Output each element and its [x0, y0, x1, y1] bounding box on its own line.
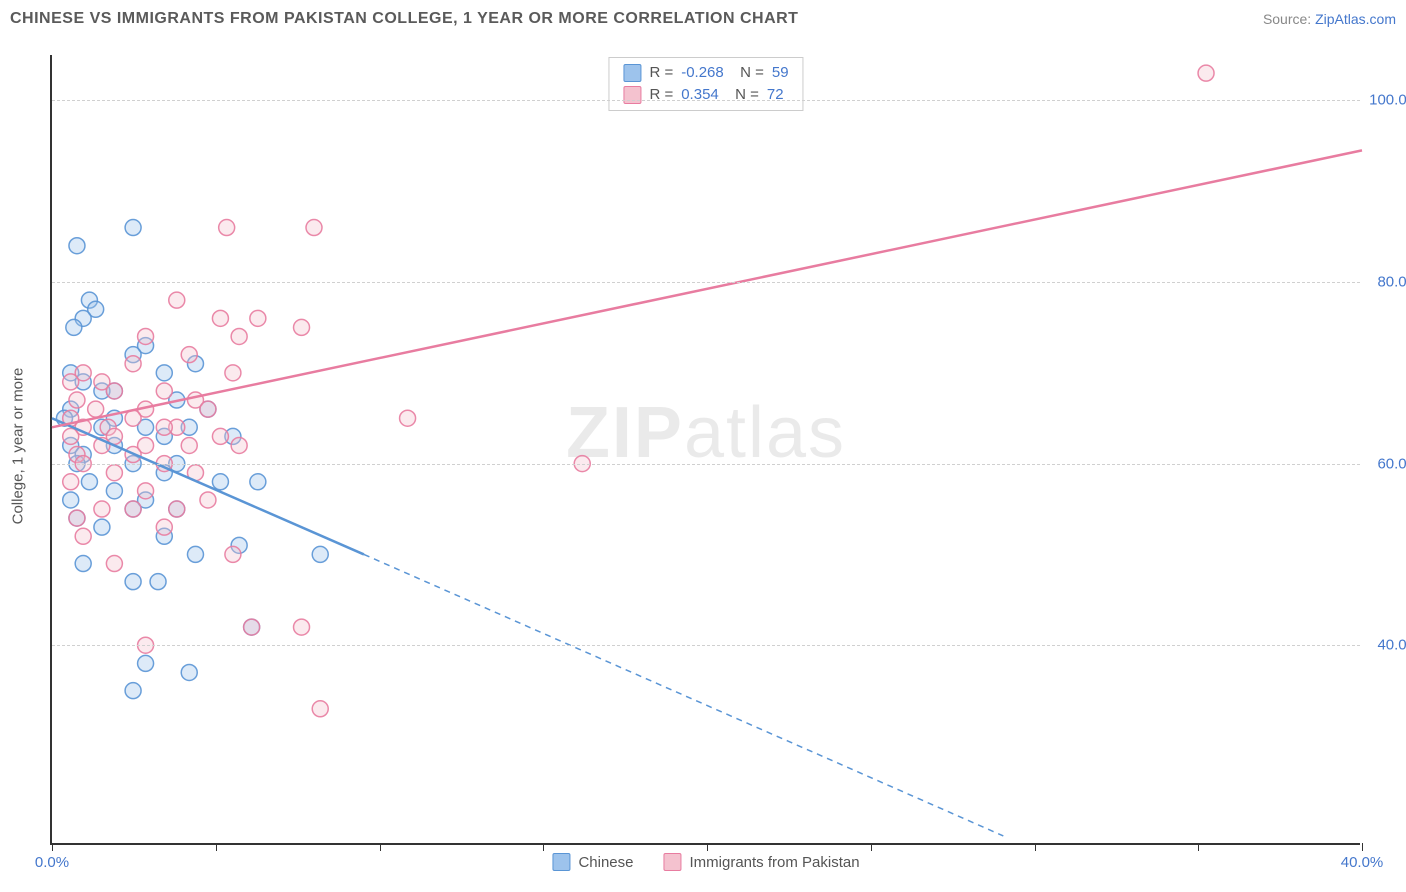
- data-point: [138, 483, 154, 499]
- data-point: [250, 474, 266, 490]
- data-point: [106, 383, 122, 399]
- x-tick: [1362, 843, 1363, 851]
- data-point: [212, 428, 228, 444]
- data-point: [88, 401, 104, 417]
- data-point: [63, 428, 79, 444]
- x-tick: [1035, 843, 1036, 851]
- data-point: [125, 356, 141, 372]
- data-point: [69, 238, 85, 254]
- data-point: [75, 528, 91, 544]
- data-point: [231, 328, 247, 344]
- data-point: [294, 619, 310, 635]
- x-tick-label: 0.0%: [35, 854, 69, 871]
- data-point: [200, 492, 216, 508]
- x-tick: [52, 843, 53, 851]
- data-point: [200, 401, 216, 417]
- y-tick-label: 40.0%: [1377, 637, 1406, 654]
- x-tick: [707, 843, 708, 851]
- data-point: [75, 556, 91, 572]
- data-point: [156, 365, 172, 381]
- data-point: [306, 220, 322, 236]
- data-point: [63, 492, 79, 508]
- data-point: [125, 410, 141, 426]
- data-point: [156, 419, 172, 435]
- data-point: [219, 220, 235, 236]
- gridline: [52, 464, 1360, 465]
- data-point: [400, 410, 416, 426]
- data-point: [244, 619, 260, 635]
- legend-swatch-icon: [552, 853, 570, 871]
- data-point: [63, 374, 79, 390]
- data-point: [94, 501, 110, 517]
- y-tick-label: 80.0%: [1377, 274, 1406, 291]
- data-point: [125, 683, 141, 699]
- data-point: [106, 556, 122, 572]
- x-tick: [1198, 843, 1199, 851]
- data-point: [125, 220, 141, 236]
- data-point: [225, 365, 241, 381]
- data-point: [81, 474, 97, 490]
- data-point: [150, 574, 166, 590]
- data-point: [169, 292, 185, 308]
- data-point: [1198, 65, 1214, 81]
- trend-line-dashed: [364, 554, 1003, 835]
- legend-label: Immigrants from Pakistan: [690, 854, 860, 871]
- source-label: Source:: [1263, 11, 1315, 27]
- data-point: [138, 328, 154, 344]
- data-point: [63, 474, 79, 490]
- data-point: [94, 519, 110, 535]
- y-axis-label: College, 1 year or more: [10, 368, 27, 525]
- data-point: [169, 501, 185, 517]
- x-tick: [380, 843, 381, 851]
- data-point: [66, 319, 82, 335]
- data-point: [312, 701, 328, 717]
- data-point: [225, 546, 241, 562]
- x-tick-label: 40.0%: [1341, 854, 1384, 871]
- y-tick-label: 60.0%: [1377, 455, 1406, 472]
- source-site: ZipAtlas.com: [1315, 11, 1396, 27]
- data-point: [212, 310, 228, 326]
- data-point: [181, 437, 197, 453]
- data-point: [187, 546, 203, 562]
- chart-title: CHINESE VS IMMIGRANTS FROM PAKISTAN COLL…: [10, 10, 798, 28]
- gridline: [52, 100, 1360, 101]
- data-point: [156, 383, 172, 399]
- data-point: [181, 347, 197, 363]
- data-point: [125, 501, 141, 517]
- data-point: [69, 510, 85, 526]
- data-point: [106, 465, 122, 481]
- x-tick: [216, 843, 217, 851]
- gridline: [52, 645, 1360, 646]
- trend-line: [52, 150, 1362, 427]
- data-point: [69, 392, 85, 408]
- x-tick: [543, 843, 544, 851]
- plot-area: ZIPatlas R = -0.268 N = 59 R = 0.354 N =…: [50, 55, 1360, 845]
- legend-swatch-icon: [664, 853, 682, 871]
- data-point: [125, 574, 141, 590]
- gridline: [52, 282, 1360, 283]
- legend-item: Immigrants from Pakistan: [664, 853, 860, 871]
- data-point: [231, 437, 247, 453]
- legend-label: Chinese: [578, 854, 633, 871]
- data-point: [106, 483, 122, 499]
- y-tick-label: 100.0%: [1369, 92, 1406, 109]
- data-point: [138, 655, 154, 671]
- data-point: [212, 474, 228, 490]
- x-tick: [871, 843, 872, 851]
- data-point: [250, 310, 266, 326]
- data-point: [294, 319, 310, 335]
- data-point: [181, 664, 197, 680]
- data-point: [156, 519, 172, 535]
- data-point: [312, 546, 328, 562]
- legend-item: Chinese: [552, 853, 633, 871]
- source-attribution: Source: ZipAtlas.com: [1263, 11, 1396, 27]
- series-legend: Chinese Immigrants from Pakistan: [552, 853, 859, 871]
- chart-svg: [52, 55, 1360, 843]
